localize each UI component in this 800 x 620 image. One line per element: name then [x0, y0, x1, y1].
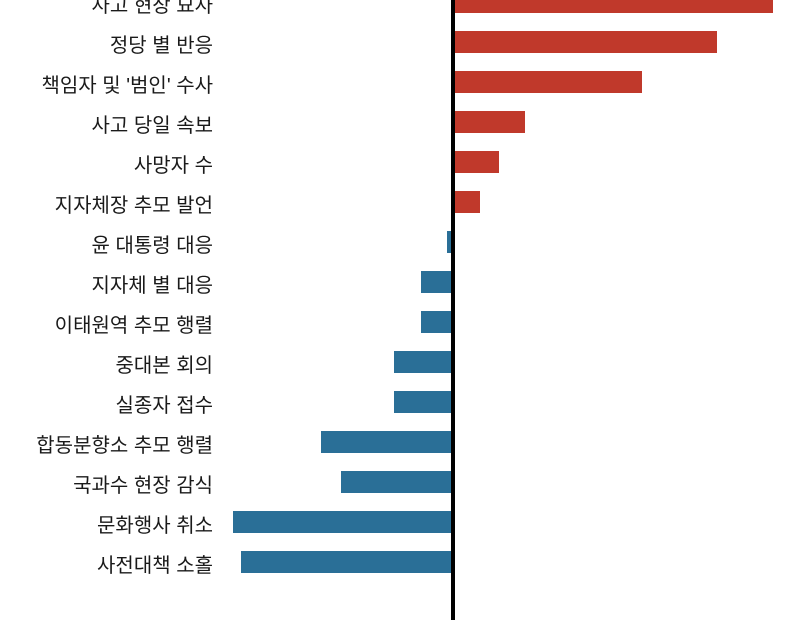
- bar-label: 중대본 회의: [115, 349, 213, 378]
- bar-label: 책임자 및 '범인' 수사: [41, 69, 213, 98]
- bar-label: 지자체장 추모 발언: [55, 189, 213, 218]
- bar: [394, 391, 451, 413]
- bar: [321, 431, 451, 453]
- bar-label: 실종자 접수: [115, 389, 213, 418]
- bar-label: 사고 현장 묘사: [91, 0, 213, 18]
- bar: [455, 111, 525, 133]
- bar: [447, 231, 451, 253]
- y-axis-line: [451, 0, 455, 620]
- bar: [341, 471, 451, 493]
- bar-label: 지자체 별 대응: [91, 269, 213, 298]
- bar-label: 사고 당일 속보: [91, 109, 213, 138]
- bar: [455, 71, 642, 93]
- bar-label: 문화행사 취소: [97, 509, 213, 538]
- diverging-bar-chart: 사고 현장 묘사정당 별 반응책임자 및 '범인' 수사사고 당일 속보사망자 …: [0, 0, 800, 620]
- bar-label: 국과수 현장 감식: [73, 469, 213, 498]
- bar: [421, 311, 451, 333]
- bar-label: 정당 별 반응: [110, 29, 213, 58]
- bar: [455, 151, 499, 173]
- bar: [233, 511, 451, 533]
- bar-label: 이태원역 추모 행렬: [55, 309, 213, 338]
- bar: [241, 551, 451, 573]
- bar-label: 사전대책 소홀: [97, 549, 213, 578]
- bar: [421, 271, 451, 293]
- bar: [455, 0, 773, 13]
- bar: [394, 351, 451, 373]
- bar-label: 사망자 수: [134, 149, 213, 178]
- bar-label: 합동분향소 추모 행렬: [36, 429, 213, 458]
- bar-label: 윤 대통령 대응: [91, 229, 213, 258]
- bar: [455, 191, 480, 213]
- bar: [455, 31, 717, 53]
